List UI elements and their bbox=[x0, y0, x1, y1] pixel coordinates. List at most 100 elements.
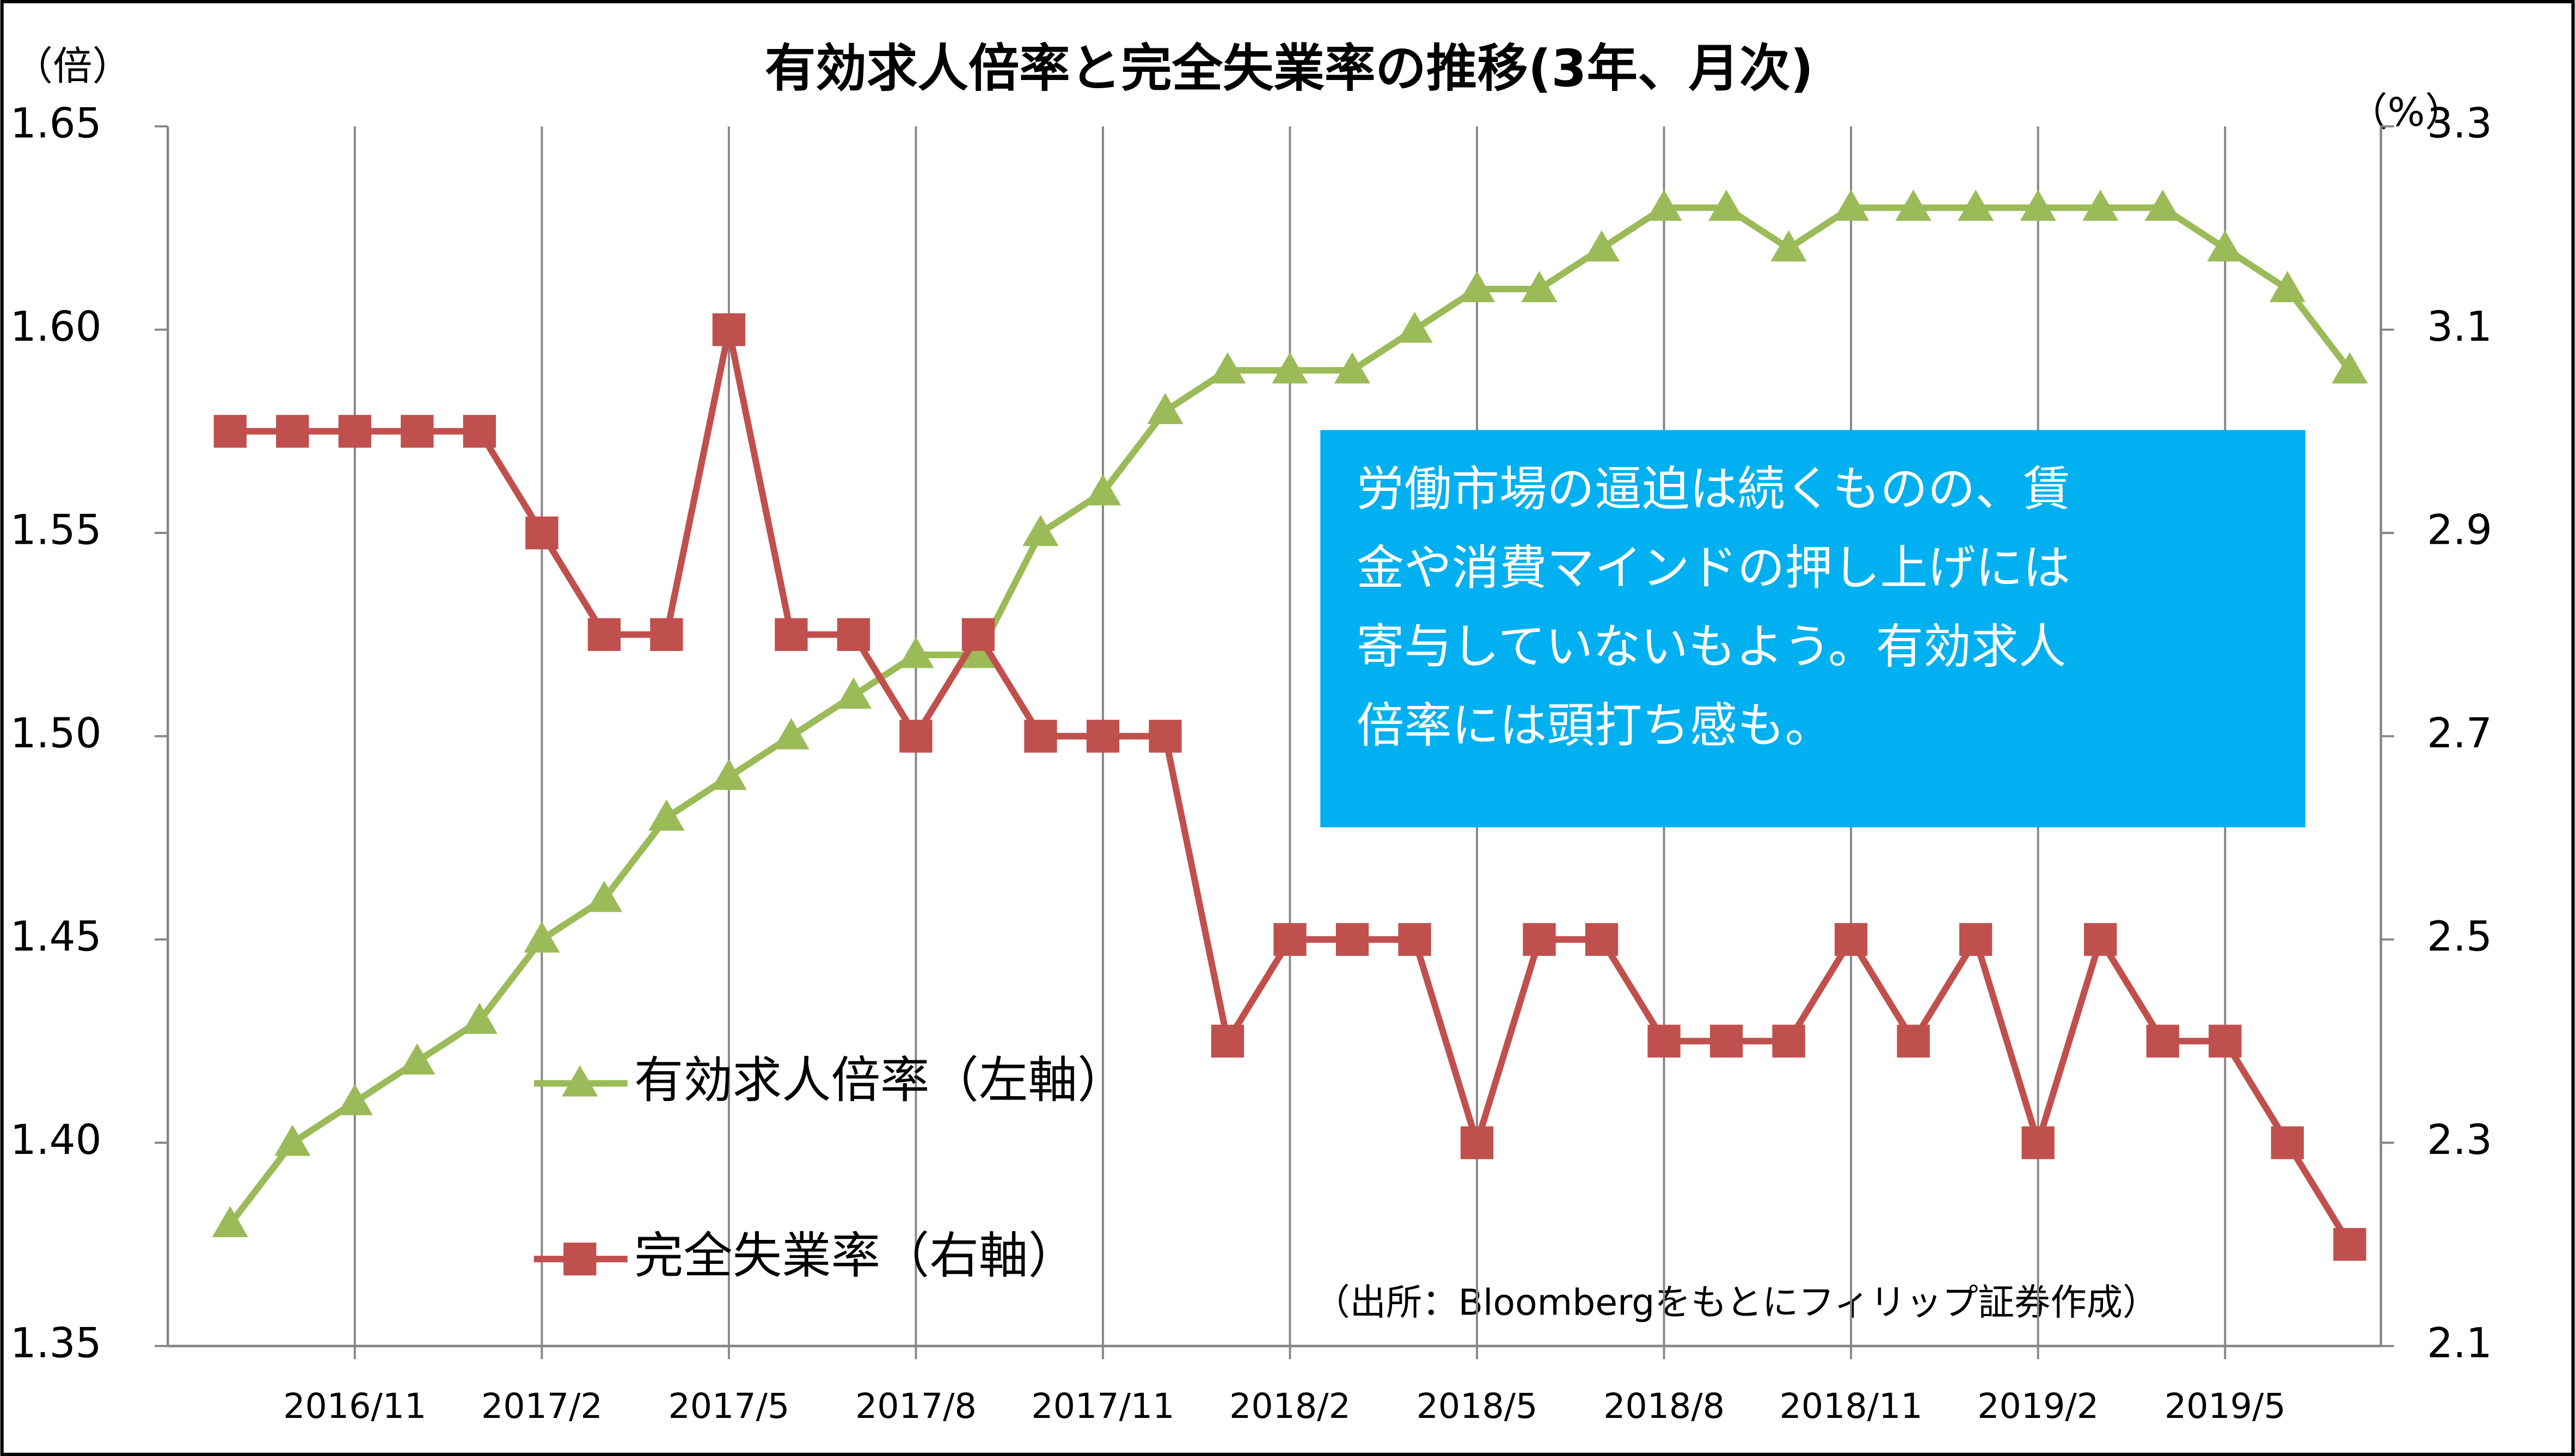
point bbox=[1272, 352, 1308, 384]
y-tick-label: 1.50 bbox=[10, 709, 102, 757]
point bbox=[961, 618, 995, 652]
y-tick-label: 1.40 bbox=[10, 1116, 102, 1164]
point bbox=[399, 1043, 436, 1075]
point bbox=[1273, 923, 1307, 956]
point bbox=[463, 415, 496, 448]
y2-tick-label: 3.3 bbox=[2427, 100, 2492, 148]
point bbox=[461, 1003, 498, 1034]
point bbox=[2269, 271, 2306, 303]
x-tick-label: 2017/5 bbox=[668, 1386, 789, 1426]
legend-marker bbox=[562, 1065, 598, 1097]
point bbox=[1709, 1024, 1743, 1058]
point bbox=[401, 415, 434, 448]
point bbox=[2209, 1024, 2242, 1058]
annotation-text: 倍率には頭打ち感も。 bbox=[1357, 698, 1832, 753]
x-tick-label: 2019/2 bbox=[1977, 1386, 2099, 1426]
y2-tick-label: 2.9 bbox=[2427, 506, 2492, 554]
point bbox=[1834, 923, 1868, 956]
point bbox=[773, 718, 810, 749]
point bbox=[2021, 1126, 2055, 1159]
point bbox=[2207, 230, 2243, 262]
point bbox=[1832, 189, 1869, 221]
point bbox=[775, 618, 808, 652]
point bbox=[1708, 189, 1745, 221]
x-tick-label: 2018/8 bbox=[1603, 1386, 1725, 1426]
point bbox=[213, 415, 247, 448]
point bbox=[1024, 720, 1057, 753]
y2-tick-label: 3.1 bbox=[2427, 303, 2492, 351]
annotation-text: 労働市場の逼迫は続くものの、賃 bbox=[1357, 462, 2071, 517]
point bbox=[1772, 1024, 1805, 1058]
point bbox=[1149, 720, 1182, 753]
legend-label: 有効求人倍率（左軸） bbox=[634, 1052, 1127, 1109]
annotation-text: 金や消費マインドの押し上げには bbox=[1357, 540, 2071, 595]
point bbox=[1209, 352, 1246, 384]
point bbox=[1335, 923, 1369, 956]
point bbox=[1583, 230, 1620, 262]
y-tick-label: 1.45 bbox=[10, 913, 102, 961]
y-tick-label: 1.55 bbox=[10, 506, 102, 554]
y2-tick-label: 2.1 bbox=[2427, 1319, 2492, 1367]
y2-tick-label: 2.7 bbox=[2427, 709, 2492, 757]
x-tick-label: 2018/2 bbox=[1229, 1386, 1351, 1426]
x-tick-label: 2017/11 bbox=[1031, 1386, 1174, 1426]
y-tick-label: 1.60 bbox=[10, 303, 102, 351]
point bbox=[960, 637, 997, 668]
point bbox=[1147, 392, 1184, 425]
point bbox=[1211, 1024, 1244, 1058]
point bbox=[2332, 352, 2368, 384]
point bbox=[650, 618, 683, 652]
point bbox=[2333, 1228, 2366, 1261]
point bbox=[2271, 1126, 2304, 1159]
x-tick-label: 2018/5 bbox=[1417, 1386, 1538, 1426]
point bbox=[1895, 189, 1932, 221]
y-axis-label: （倍） bbox=[14, 44, 132, 90]
point bbox=[1646, 189, 1682, 221]
point bbox=[2146, 1024, 2179, 1058]
point bbox=[212, 1206, 248, 1237]
x-tick-label: 2016/11 bbox=[283, 1386, 426, 1426]
point bbox=[2082, 189, 2119, 221]
point bbox=[710, 759, 747, 790]
point bbox=[338, 415, 371, 448]
point bbox=[1022, 514, 1059, 546]
y2-axis-label: （%） bbox=[2348, 90, 2464, 136]
chart-title: 有効求人倍率と完全失業率の推移(3年、月次) bbox=[765, 39, 1813, 99]
point bbox=[899, 720, 933, 753]
point bbox=[1084, 474, 1121, 506]
x-tick-label: 2017/2 bbox=[481, 1386, 603, 1426]
point bbox=[1770, 230, 1807, 262]
y-tick-label: 1.65 bbox=[10, 100, 102, 148]
point bbox=[1086, 720, 1120, 753]
point bbox=[835, 677, 872, 709]
y2-tick-label: 2.3 bbox=[2427, 1116, 2492, 1164]
annotation-box bbox=[1320, 430, 2306, 827]
point bbox=[1398, 923, 1431, 956]
point bbox=[1647, 1024, 1681, 1058]
point bbox=[1521, 271, 1558, 303]
point bbox=[1458, 271, 1495, 303]
point bbox=[586, 881, 623, 912]
point bbox=[525, 516, 559, 550]
source-note: （出所：Bloombergをもとにフィリップ証券作成） bbox=[1314, 1281, 2159, 1324]
x-tick-label: 2019/5 bbox=[2165, 1386, 2286, 1426]
point bbox=[1959, 923, 1992, 956]
point bbox=[2020, 189, 2056, 221]
x-tick-label: 2017/8 bbox=[855, 1386, 977, 1426]
point bbox=[1957, 189, 1994, 221]
point bbox=[648, 799, 685, 831]
point bbox=[524, 921, 560, 953]
point bbox=[2144, 189, 2181, 221]
point bbox=[898, 637, 934, 668]
y2-tick-label: 2.5 bbox=[2427, 913, 2492, 961]
point bbox=[276, 415, 309, 448]
point bbox=[274, 1125, 311, 1156]
point bbox=[1396, 311, 1433, 343]
point bbox=[336, 1084, 373, 1115]
point bbox=[2084, 923, 2117, 956]
point bbox=[712, 313, 746, 346]
point bbox=[1523, 923, 1556, 956]
annotation-text: 寄与していないもよう。有効求人 bbox=[1357, 619, 2067, 674]
point bbox=[587, 618, 621, 652]
